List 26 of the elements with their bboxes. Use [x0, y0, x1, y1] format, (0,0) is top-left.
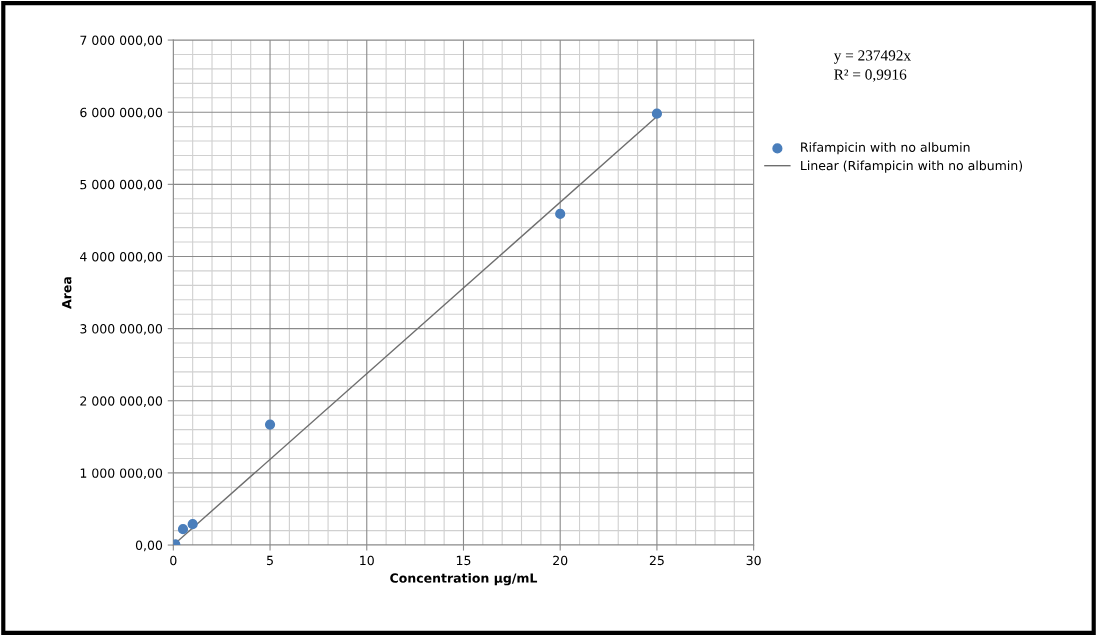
x-tick-label: 30: [746, 555, 761, 566]
text: y = 237492x: [833, 50, 911, 64]
y-tick-label: 1 000 000,00: [80, 468, 163, 480]
point: [187, 519, 198, 530]
legend-label: Linear (Rifampicin with no albumin): [801, 160, 1023, 173]
y-tick-label: 5 000 000,00: [80, 179, 163, 191]
x-tick-label: 20: [553, 555, 568, 566]
x-tick-label: 0: [170, 555, 177, 566]
y-tick-label: 7 000 000,00: [80, 35, 163, 47]
point: [264, 419, 276, 430]
x-tick-label: 15: [456, 555, 471, 566]
y-axis-title: Area: [62, 277, 72, 309]
legend-label: Rifampicin with no albumin: [801, 142, 970, 155]
x-axis-title: Concentration µg/mL: [390, 573, 538, 586]
point: [555, 208, 566, 220]
point: [177, 524, 189, 535]
y-tick-label: 4 000 000,00: [80, 251, 163, 263]
text: R² = 0,9916: [834, 69, 907, 82]
y-tick-label: 3 000 000,00: [80, 324, 163, 335]
x-tick-label: 10: [360, 555, 374, 566]
y-tick-label: 0,00: [135, 540, 163, 552]
x-tick-label: 25: [649, 555, 664, 566]
point: [651, 108, 663, 119]
y-tick-label: 2 000 000,00: [80, 396, 163, 407]
x-tick-label: 5: [267, 555, 273, 566]
y-tick-label: 6 000 000,00: [80, 107, 163, 119]
